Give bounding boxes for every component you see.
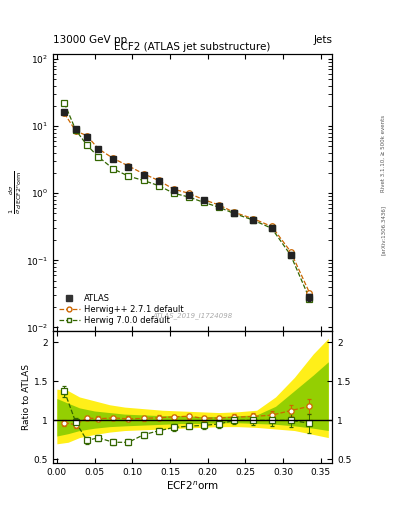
X-axis label: ECF2$^{n}$orm: ECF2$^{n}$orm	[166, 480, 219, 493]
Text: Rivet 3.1.10, ≥ 500k events: Rivet 3.1.10, ≥ 500k events	[381, 115, 386, 192]
Title: ECF2 (ATLAS jet substructure): ECF2 (ATLAS jet substructure)	[114, 41, 271, 52]
Text: ATLAS_2019_I1724098: ATLAS_2019_I1724098	[152, 313, 233, 319]
Text: [arXiv:1306.3436]: [arXiv:1306.3436]	[381, 205, 386, 255]
Text: 13000 GeV pp: 13000 GeV pp	[53, 35, 127, 45]
Y-axis label: $\frac{1}{\sigma}\frac{d\sigma}{d\,\mathrm{ECF2}^{n}\mathrm{orm}}$: $\frac{1}{\sigma}\frac{d\sigma}{d\,\math…	[8, 170, 24, 214]
Text: Jets: Jets	[313, 35, 332, 45]
Legend: ATLAS, Herwig++ 2.7.1 default, Herwig 7.0.0 default: ATLAS, Herwig++ 2.7.1 default, Herwig 7.…	[57, 292, 185, 326]
Y-axis label: Ratio to ATLAS: Ratio to ATLAS	[22, 364, 31, 430]
